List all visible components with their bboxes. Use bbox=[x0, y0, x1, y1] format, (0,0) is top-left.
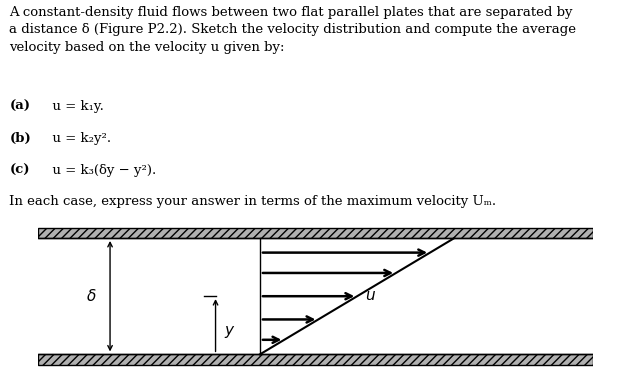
Text: $y$: $y$ bbox=[224, 324, 235, 340]
Text: $u$: $u$ bbox=[365, 289, 377, 303]
Text: (a): (a) bbox=[9, 100, 30, 113]
Text: u = k₂y².: u = k₂y². bbox=[44, 132, 111, 145]
Text: (b): (b) bbox=[9, 132, 31, 145]
Bar bbox=[38, 354, 593, 365]
Text: A constant-density fluid flows between two flat parallel plates that are separat: A constant-density fluid flows between t… bbox=[9, 6, 577, 54]
Bar bbox=[38, 228, 593, 238]
Text: $\delta$: $\delta$ bbox=[86, 288, 96, 304]
Text: u = k₁y.: u = k₁y. bbox=[44, 100, 104, 113]
Text: (c): (c) bbox=[9, 164, 30, 177]
Text: u = k₃(δy − y²).: u = k₃(δy − y²). bbox=[44, 164, 156, 177]
Text: In each case, express your answer in terms of the maximum velocity Uₘ.: In each case, express your answer in ter… bbox=[9, 195, 497, 208]
